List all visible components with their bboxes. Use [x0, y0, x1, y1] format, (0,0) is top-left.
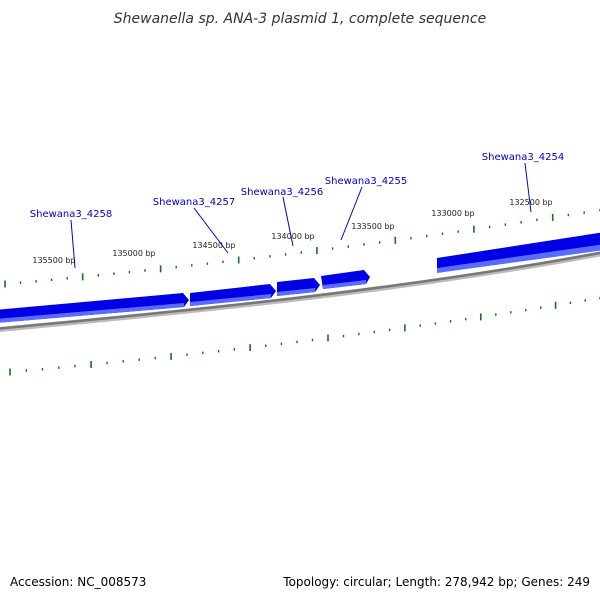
outer-tick-row: [4, 208, 600, 288]
gene-leader-lines: [70, 162, 532, 269]
accession-text: Accession: NC_008573: [10, 575, 146, 589]
gene-label-shewana3-4258[interactable]: Shewana3_4258: [30, 209, 112, 220]
gene-shewana3-4258-highlight: [0, 303, 184, 323]
gene-shewana3-4254-highlight: [437, 244, 600, 273]
leader-line: [193, 207, 229, 254]
gene-shewana3-4256-highlight: [277, 288, 315, 296]
backbone-line: [0, 251, 600, 330]
topology-summary: Topology: circular; Length: 278,942 bp; …: [282, 575, 590, 589]
leader-line: [340, 186, 363, 241]
position-label: 135500 bp: [32, 256, 75, 265]
map-title: Shewanella sp. ANA-3 plasmid 1, complete…: [114, 11, 486, 27]
leader-line: [70, 219, 76, 269]
gene-label-shewana3-4256[interactable]: Shewana3_4256: [241, 187, 323, 198]
gene-label-shewana3-4257[interactable]: Shewana3_4257: [153, 197, 235, 208]
gene-labels: Shewana3_4254 Shewana3_4255 Shewana3_425…: [30, 152, 564, 220]
position-label: 132500 bp: [509, 198, 552, 207]
leader-line: [524, 162, 532, 213]
position-label: 135000 bp: [112, 249, 155, 258]
gene-label-shewana3-4254[interactable]: Shewana3_4254: [482, 152, 564, 163]
position-label: 133000 bp: [431, 209, 474, 218]
inner-tick-row: [9, 296, 600, 376]
position-labels: 132500 bp 133000 bp 133500 bp 134000 bp …: [32, 198, 552, 265]
gene-track: [0, 232, 600, 323]
gene-shewana3-4255-highlight: [323, 280, 366, 289]
position-label: 134000 bp: [271, 232, 314, 241]
position-label: 133500 bp: [351, 222, 394, 231]
position-label: 134500 bp: [192, 241, 235, 250]
leader-line: [282, 196, 294, 247]
gene-label-shewana3-4255[interactable]: Shewana3_4255: [325, 176, 407, 187]
gene-shewana3-4257-highlight: [190, 294, 271, 306]
